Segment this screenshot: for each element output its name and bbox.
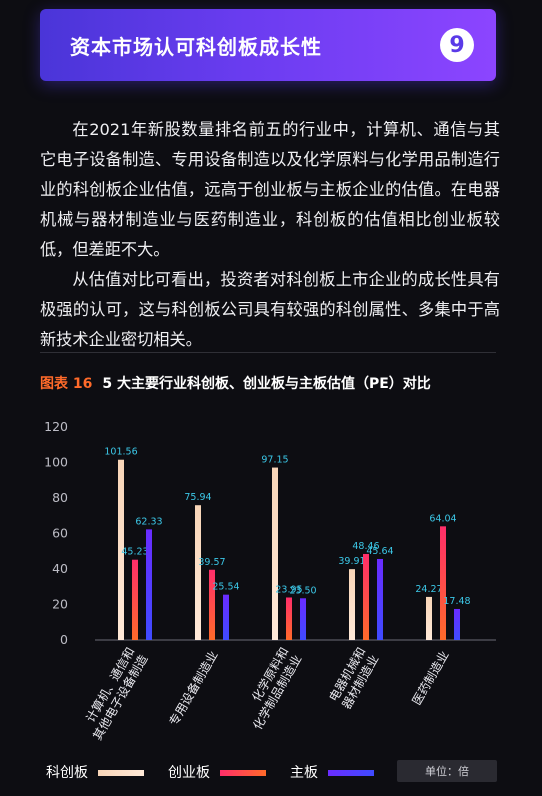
data-label: 48.46 [352,541,379,552]
section-number-badge: 9 [440,28,474,62]
bar-kcb [272,467,278,640]
legend-swatch [220,770,266,776]
divider [40,352,496,353]
y-tick-label: 100 [44,455,68,470]
bar-kcb [349,569,355,640]
x-tick-label: 计算机、通信和其他电子设备制造 [77,645,151,743]
bar-kcb [195,505,201,640]
bar-cyb [363,553,369,640]
figure-caption: 5 大主要行业科创板、创业板与主板估值（PE）对比 [102,376,431,392]
data-label: 64.04 [429,513,456,524]
bar-cyb [132,559,138,640]
data-label: 25.54 [212,582,239,593]
figure-number: 图表 16 [40,376,93,392]
data-label: 23.95 [275,584,302,595]
bar-kcb [118,459,124,640]
y-tick-label: 40 [52,561,68,576]
header-banner: 资本市场认可科创板成长性 9 [40,9,496,81]
data-label: 75.94 [184,492,211,503]
bar-cyb [209,569,215,640]
legend-label: 创业板 [168,765,210,781]
x-tick-label: 化学原料和化学制品制造业 [237,645,305,733]
figure-title: 图表 16 5 大主要行业科创板、创业板与主板估值（PE）对比 [40,373,431,393]
bar-cyb [286,597,292,640]
bar-cyb [440,526,446,640]
legend-swatch [98,770,144,776]
bar-zb [377,558,383,640]
x-tick-label: 电器机械和器材制造业 [326,645,382,712]
y-tick-label: 20 [52,597,68,612]
data-label: 97.15 [261,455,288,466]
data-label: 17.48 [443,596,470,607]
x-tick-label: 专用设备制造业 [166,648,221,728]
data-label: 24.27 [415,584,442,595]
y-tick-label: 60 [52,526,68,541]
bar-zb [146,529,152,640]
bar-zb [454,608,460,640]
legend-label: 科创板 [46,765,88,781]
bar-zb [300,598,306,640]
legend-swatch [328,770,374,776]
legend-label: 主板 [290,765,318,781]
data-label: 39.57 [198,557,225,568]
x-tick-label: 医药制造业 [409,649,451,708]
y-tick-label: 0 [60,632,68,647]
bar-zb [223,594,229,640]
data-label: 39.91 [338,556,365,567]
paragraph-2: 从估值对比可看出，投资者对科创板上市企业的成长性具有极强的认可，这与科创板公司具… [40,270,500,349]
data-label: 62.33 [135,516,162,527]
y-tick-label: 120 [44,419,68,434]
data-label: 23.50 [289,585,316,596]
data-label: 45.64 [366,546,393,557]
paragraph-1: 在2021年新股数量排名前五的行业中，计算机、通信与其它电子设备制造、专用设备制… [40,120,500,259]
data-label: 101.56 [104,447,137,458]
data-label: 45.23 [121,547,148,558]
body-text: 在2021年新股数量排名前五的行业中，计算机、通信与其它电子设备制造、专用设备制… [40,115,500,355]
y-tick-label: 80 [52,490,68,505]
unit-label: 单位：倍 [397,760,497,782]
page-title: 资本市场认可科创板成长性 [70,35,322,59]
bar-kcb [426,596,432,640]
